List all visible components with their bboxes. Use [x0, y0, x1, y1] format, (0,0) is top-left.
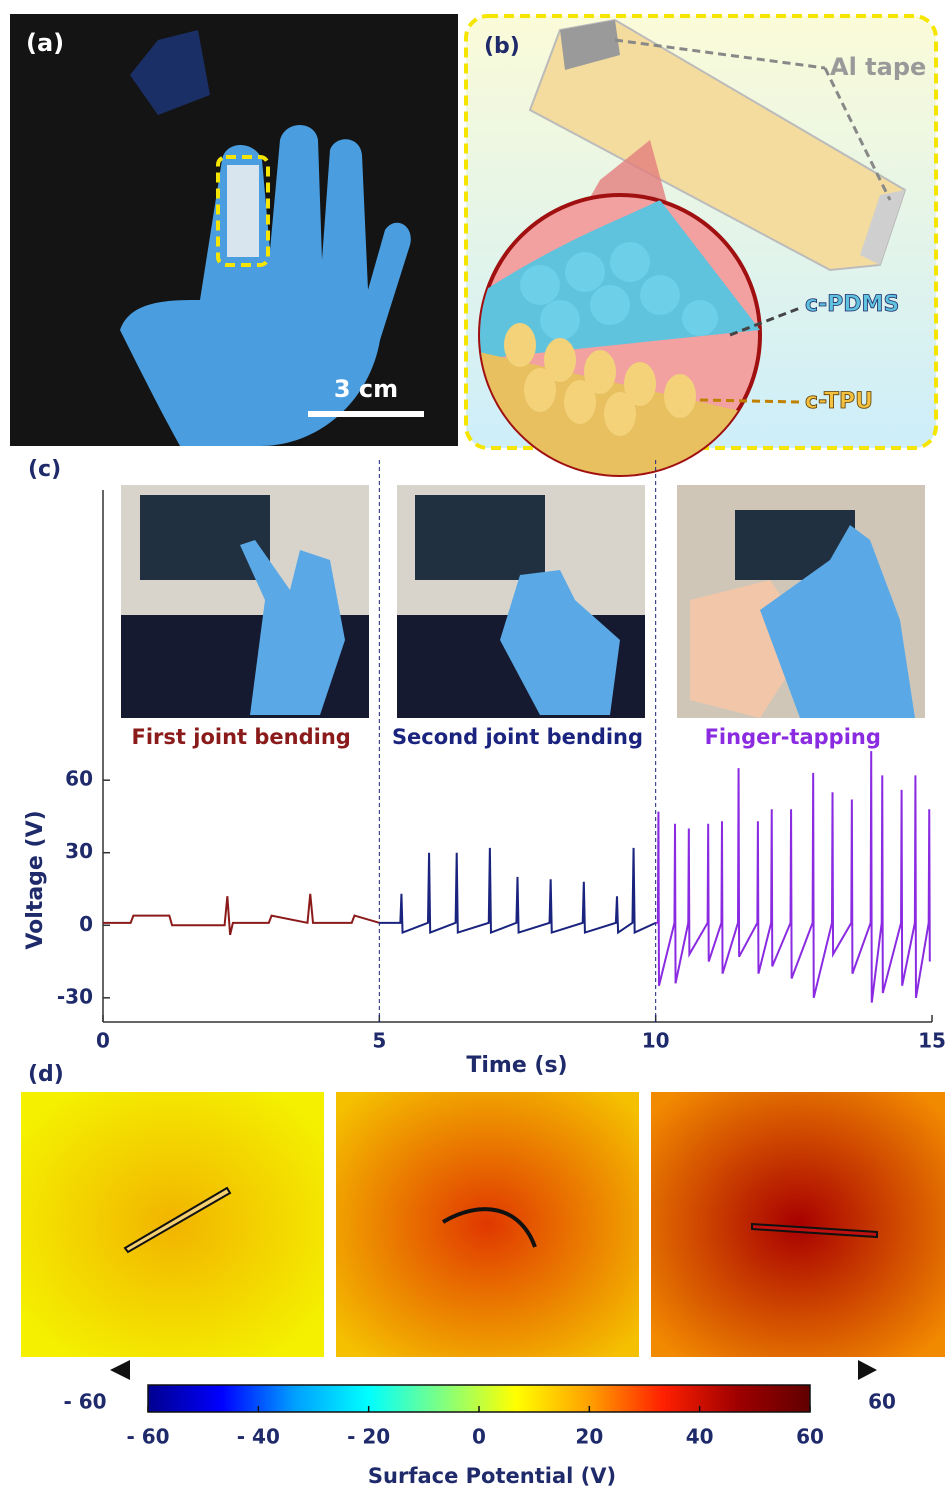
callout: c-TPU	[805, 389, 873, 414]
x-tick-label: 15	[918, 1029, 945, 1053]
y-tick-label: 60	[65, 767, 93, 791]
potential-map	[651, 1092, 945, 1357]
panel-d-maps: (d)	[21, 1062, 945, 1357]
potential-map	[336, 1092, 639, 1357]
colorbar-tick-label: 40	[686, 1425, 714, 1449]
colorbar-tick-label: - 40	[237, 1425, 280, 1449]
y-tick-label: 30	[65, 839, 93, 863]
page: {"figure": { "panel_a": {"label": "(a)",…	[0, 0, 945, 1490]
x-tick-label: 0	[96, 1029, 110, 1053]
signal-line	[103, 894, 379, 935]
extend-label: 60	[868, 1390, 896, 1414]
extend-arrow	[858, 1360, 877, 1380]
panel-b: Al tape c-PDMS c-TPU (b)	[466, 16, 936, 480]
segment-label: Finger-tapping	[705, 725, 881, 749]
colorbar-tick-label: 20	[575, 1425, 603, 1449]
scope-screen	[415, 495, 545, 580]
callout: c-PDMS	[805, 292, 899, 317]
panel-label: (a)	[26, 29, 64, 57]
panel-label: (b)	[484, 34, 520, 59]
scale-label: 3 cm	[334, 375, 398, 403]
signal-line	[379, 848, 655, 933]
y-tick-label: 0	[79, 912, 93, 936]
extend-label: - 60	[63, 1390, 106, 1414]
extend-arrow	[110, 1360, 130, 1380]
panel-c-photos: (c)	[28, 457, 925, 718]
callout: Al tape	[830, 53, 926, 81]
colorbar-tick-label: - 20	[347, 1425, 390, 1449]
colorbar-tick-label: - 60	[126, 1425, 169, 1449]
colorbar-tick-label: 0	[472, 1425, 486, 1449]
signal-line	[656, 751, 930, 1002]
panel-label: (c)	[28, 457, 61, 482]
segment-label: First joint bending	[132, 725, 351, 749]
panel-label: (d)	[28, 1062, 64, 1087]
x-tick-label: 5	[372, 1029, 386, 1053]
y-tick-label: -30	[57, 984, 93, 1008]
figure: 3 cm (a) Al tape c-PDMS c-TPU (b)	[0, 0, 945, 1490]
x-axis-title: Time (s)	[466, 1053, 567, 1078]
colorbar-title: Surface Potential (V)	[368, 1464, 616, 1488]
sensor	[227, 165, 259, 257]
segment-label: Second joint bending	[392, 725, 643, 749]
panel-a: 3 cm (a)	[10, 14, 458, 446]
x-tick-label: 10	[642, 1029, 670, 1053]
colorbar-tick-label: 60	[796, 1425, 824, 1449]
y-axis-title: Voltage (V)	[23, 810, 48, 949]
